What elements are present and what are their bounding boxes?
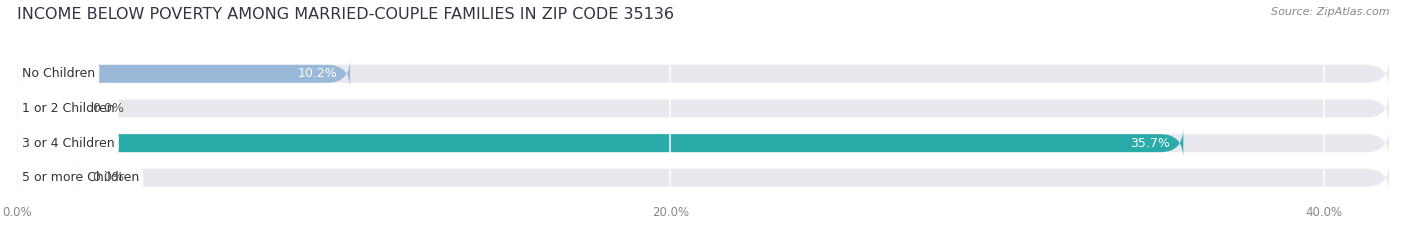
FancyBboxPatch shape — [17, 163, 1389, 193]
FancyBboxPatch shape — [17, 128, 1184, 158]
FancyBboxPatch shape — [17, 93, 76, 124]
Text: 0.0%: 0.0% — [91, 171, 124, 184]
Text: INCOME BELOW POVERTY AMONG MARRIED-COUPLE FAMILIES IN ZIP CODE 35136: INCOME BELOW POVERTY AMONG MARRIED-COUPL… — [17, 7, 673, 22]
Text: 5 or more Children: 5 or more Children — [21, 171, 139, 184]
Text: 0.0%: 0.0% — [91, 102, 124, 115]
FancyBboxPatch shape — [17, 128, 1389, 158]
Text: No Children: No Children — [21, 67, 94, 80]
Text: Source: ZipAtlas.com: Source: ZipAtlas.com — [1271, 7, 1389, 17]
FancyBboxPatch shape — [17, 163, 76, 193]
FancyBboxPatch shape — [17, 93, 1389, 124]
FancyBboxPatch shape — [17, 58, 1389, 89]
FancyBboxPatch shape — [17, 58, 350, 89]
Text: 3 or 4 Children: 3 or 4 Children — [21, 137, 114, 150]
Text: 10.2%: 10.2% — [297, 67, 337, 80]
Text: 1 or 2 Children: 1 or 2 Children — [21, 102, 114, 115]
Text: 35.7%: 35.7% — [1130, 137, 1170, 150]
